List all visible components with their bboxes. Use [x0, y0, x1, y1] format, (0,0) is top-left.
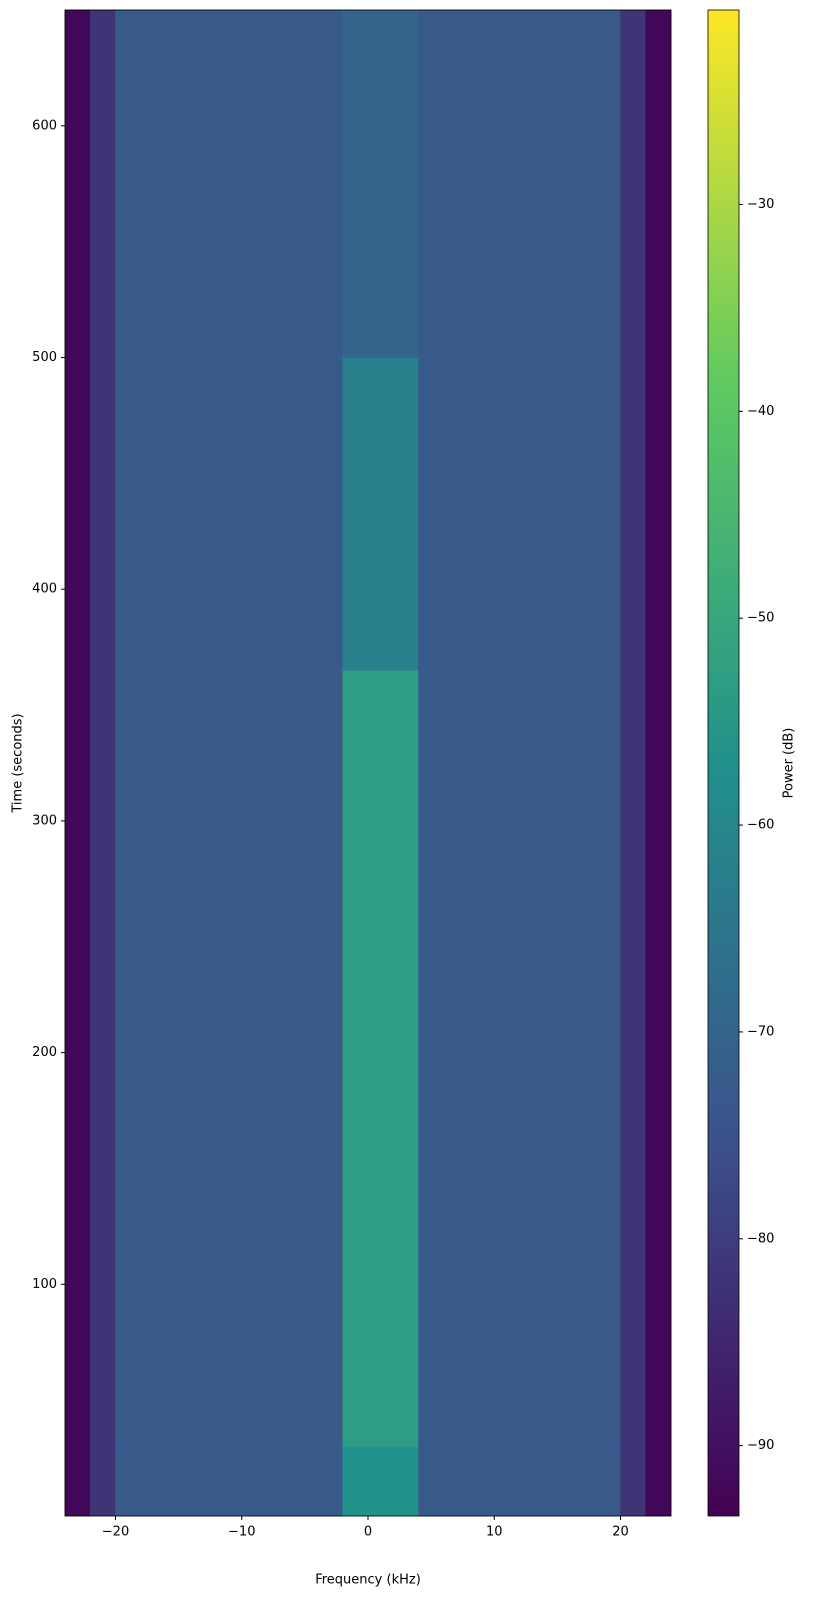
x-tick-label: 20	[612, 1525, 629, 1540]
heatmap-cell	[620, 357, 646, 671]
heatmap-cell	[418, 357, 621, 671]
heatmap-cell	[342, 357, 419, 671]
heatmap-cell	[418, 1446, 621, 1517]
y-tick-label: 100	[32, 1277, 57, 1292]
heatmap-cell	[620, 9, 646, 358]
colorbar-tick-label: −70	[747, 1024, 774, 1039]
heatmap-cell	[645, 9, 672, 358]
heatmap-cell	[90, 1446, 116, 1517]
colorbar-tick-label: −90	[747, 1438, 774, 1453]
x-tick-label: −20	[102, 1525, 129, 1540]
heatmap-cell	[64, 670, 91, 1447]
colorbar	[707, 9, 740, 1517]
heatmap-cell	[342, 1446, 419, 1517]
heatmap-cell	[645, 670, 672, 1447]
colorbar-tick-label: −80	[747, 1231, 774, 1246]
heatmap-cell	[64, 357, 91, 671]
heatmap-cell	[418, 9, 621, 358]
heatmap-cell	[90, 9, 116, 358]
heatmap-cell	[90, 670, 116, 1447]
y-tick-label: 500	[32, 350, 57, 365]
colorbar-tick-label: −60	[747, 818, 774, 833]
heatmap-cell	[115, 357, 343, 671]
y-tick-label: 200	[32, 1045, 57, 1060]
y-tick-label: 300	[32, 813, 57, 828]
colorbar-tick-label: −30	[747, 197, 774, 212]
y-tick-label: 400	[32, 582, 57, 597]
heatmap-cell	[64, 1446, 91, 1517]
heatmap-cell	[620, 1446, 646, 1517]
x-tick-label: 0	[364, 1525, 372, 1540]
heatmap-cell	[115, 670, 343, 1447]
heatmap-cell	[620, 670, 646, 1447]
heatmap-cell	[418, 670, 621, 1447]
heatmap-cell	[342, 9, 419, 358]
y-tick-label: 600	[32, 118, 57, 133]
x-tick-label: 10	[486, 1525, 503, 1540]
heatmap-cell	[342, 670, 419, 1447]
heatmap-cell	[645, 357, 672, 671]
heatmap-cell	[90, 357, 116, 671]
x-axis-label: Frequency (kHz)	[315, 1573, 421, 1588]
colorbar-tick-label: −50	[747, 611, 774, 626]
colorbar-tick-label: −40	[747, 404, 774, 419]
heatmap-cell	[115, 9, 343, 358]
y-axis-label: Time (seconds)	[11, 713, 26, 813]
heatmap-cell	[645, 1446, 672, 1517]
heatmap-cell	[115, 1446, 343, 1517]
x-tick-label: −10	[228, 1525, 255, 1540]
heatmap-cell	[64, 9, 91, 358]
colorbar-label: Power (dB)	[782, 728, 797, 799]
